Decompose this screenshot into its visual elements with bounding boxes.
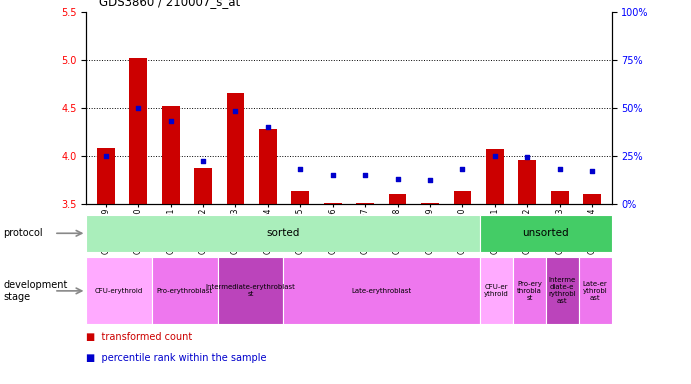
Point — [522, 154, 533, 161]
Point — [230, 108, 241, 114]
Bar — [578, 257, 612, 324]
Point — [133, 104, 144, 111]
Point — [295, 166, 306, 172]
Bar — [421, 203, 439, 204]
Point — [328, 172, 339, 178]
Text: protocol: protocol — [3, 228, 43, 238]
Bar — [292, 191, 310, 204]
Point — [489, 152, 500, 159]
Bar — [194, 168, 212, 204]
Text: Late-er
ythrobl
ast: Late-er ythrobl ast — [583, 281, 607, 301]
Bar — [259, 129, 277, 204]
Text: ■  percentile rank within the sample: ■ percentile rank within the sample — [86, 353, 267, 363]
Bar — [357, 203, 374, 204]
Bar — [480, 257, 513, 324]
Bar — [388, 194, 406, 204]
Bar — [518, 161, 536, 204]
Point — [263, 124, 274, 130]
Bar — [513, 257, 546, 324]
Bar — [86, 257, 152, 324]
Bar — [129, 58, 147, 204]
Text: development
stage: development stage — [3, 280, 68, 302]
Point — [100, 152, 111, 159]
Point — [587, 168, 598, 174]
Text: ■  transformed count: ■ transformed count — [86, 332, 193, 342]
Text: Pro-ery
throbla
st: Pro-ery throbla st — [517, 281, 542, 301]
Bar — [227, 93, 245, 204]
Bar — [546, 257, 578, 324]
Bar — [324, 203, 341, 204]
Text: CFU-erythroid: CFU-erythroid — [95, 288, 143, 294]
Point — [359, 172, 370, 178]
Text: Late-erythroblast: Late-erythroblast — [352, 288, 412, 294]
Bar — [283, 257, 480, 324]
Text: CFU-er
ythroid: CFU-er ythroid — [484, 285, 509, 297]
Text: Pro-erythroblast: Pro-erythroblast — [157, 288, 213, 294]
Bar — [162, 106, 180, 204]
Point — [165, 118, 176, 124]
Point — [424, 177, 435, 184]
Bar — [453, 191, 471, 204]
Point — [392, 175, 403, 182]
Text: sorted: sorted — [267, 228, 300, 238]
Bar — [97, 148, 115, 204]
Bar — [583, 194, 601, 204]
Point — [554, 166, 565, 172]
Bar — [551, 191, 569, 204]
Point — [457, 166, 468, 172]
Bar — [86, 215, 480, 252]
Bar — [152, 257, 218, 324]
Text: GDS3860 / 210007_s_at: GDS3860 / 210007_s_at — [99, 0, 240, 8]
Bar — [486, 149, 504, 204]
Text: Intermediate-erythroblast
st: Intermediate-erythroblast st — [205, 285, 296, 297]
Bar — [480, 215, 612, 252]
Bar — [218, 257, 283, 324]
Point — [198, 158, 209, 164]
Text: Interme
diate-e
rythrobl
ast: Interme diate-e rythrobl ast — [549, 277, 576, 305]
Text: unsorted: unsorted — [522, 228, 569, 238]
